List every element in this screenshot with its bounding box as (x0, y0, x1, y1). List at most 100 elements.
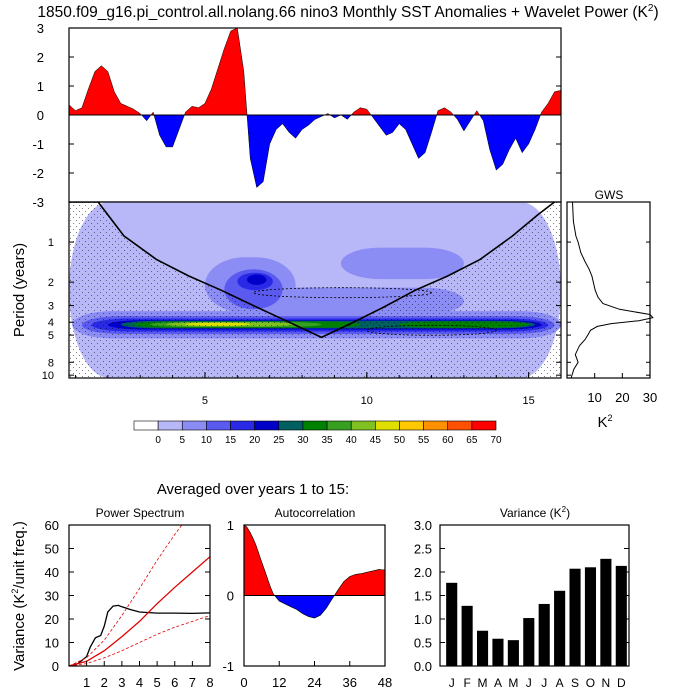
y-tick-label: 50 (45, 542, 59, 557)
colorbar-label: 45 (370, 435, 382, 446)
series-upper-bound (69, 525, 183, 666)
colorbar-swatch (423, 420, 449, 431)
variance-bar-N (600, 558, 612, 666)
colorbar-swatch (206, 420, 231, 431)
cone-of-influence-hatching (69, 202, 561, 378)
month-label: J (541, 676, 547, 690)
autocorrelation-panel: Autocorrelation 1 0 -1 0 12 24 36 48 (222, 506, 392, 690)
y-tick-label: 5 (48, 330, 54, 342)
y-tick-label: 0 (52, 659, 59, 674)
colorbar-swatch (181, 420, 207, 431)
colorbar-swatch (350, 420, 376, 431)
y-tick-label: 20 (45, 612, 59, 627)
y-tick-label: 2.0 (414, 565, 432, 580)
y-tick-label: 8 (48, 357, 54, 369)
variance-bar-O (584, 567, 597, 666)
y-tick-label: 2 (37, 50, 44, 65)
power-spectrum-title: Power Spectrum (96, 506, 185, 520)
month-label: M (508, 676, 518, 690)
variance-bar-J (446, 582, 458, 666)
timeseries-panel: 3 2 1 0 -1 -2 -3 (32, 21, 562, 210)
negative-correlation-area (244, 595, 385, 619)
colorbar-label: 0 (155, 435, 161, 446)
colorbar-swatch (447, 420, 473, 431)
y-tick-label: 0 (37, 108, 44, 123)
negative-anomaly-area (69, 115, 561, 188)
month-label: J (526, 676, 532, 690)
wavelet-contours (69, 202, 561, 378)
gws-title: GWS (595, 188, 624, 202)
variance-bar-S (569, 568, 581, 666)
variance-panel: Variance (K2) J F M A M J J A S O N D0.00.51.01.52.… (414, 505, 630, 690)
colorbar-label: 60 (442, 435, 454, 446)
y-tick-label: 1 (227, 518, 234, 533)
colorbar-swatch (375, 420, 400, 431)
variance-bar-M (507, 640, 519, 666)
month-label: O (586, 676, 595, 690)
y-tick-label: -3 (32, 195, 44, 210)
x-tick-label: 48 (378, 675, 392, 690)
variance-bars (446, 558, 627, 666)
contour-level-10 (340, 247, 464, 280)
positive-anomaly-area (69, 28, 561, 115)
x-tick-label: 20 (615, 390, 629, 405)
y-tick-label: -1 (222, 659, 234, 674)
variance-bar-F (461, 605, 473, 666)
colorbar-label: 50 (394, 435, 406, 446)
wavelet-frame (68, 201, 562, 379)
y-tick-label: 3 (48, 301, 54, 313)
contour-level-25 (247, 274, 267, 285)
x-tick-label: 4 (136, 675, 143, 690)
colorbar-swatch (399, 420, 424, 431)
anomaly-line (69, 28, 561, 188)
timeseries-fill (69, 28, 561, 188)
x-tick-label: 15 (523, 395, 535, 407)
y-tick-label: 4 (48, 317, 54, 329)
month-label: J (449, 676, 455, 690)
x-tick-label: 5 (154, 675, 161, 690)
y-tick-label: 2.5 (414, 542, 432, 557)
month-label: M (478, 676, 488, 690)
colorbar-swatch (157, 420, 183, 431)
power-spectrum-axes: 0 10 20 30 40 50 60 1 2 3 4 5 6 7 8 (45, 518, 214, 690)
colorbar-label: 40 (346, 435, 358, 446)
colorbar-label: 70 (490, 435, 502, 446)
y-tick-label: 1.0 (414, 612, 432, 627)
month-label: A (494, 676, 502, 690)
y-tick-label: 40 (45, 565, 59, 580)
x-tick-label: 24 (307, 675, 321, 690)
gws-panel: GWS 10 20 30 K2 (566, 188, 657, 431)
series-spectrum (69, 604, 210, 666)
gws-spectrum-line (570, 201, 654, 379)
y-tick-label: 30 (45, 589, 59, 604)
positive-correlation-area (244, 525, 385, 596)
y-tick-label: 10 (45, 636, 59, 651)
autocorrelation-line (244, 525, 385, 619)
autocorrelation-axes: 1 0 -1 0 12 24 36 48 (222, 518, 392, 690)
y-tick-label: 1 (37, 79, 44, 94)
variance-title: Variance (K2) (500, 505, 570, 520)
x-tick-label: 10 (587, 390, 601, 405)
section-title: Averaged over years 1 to 15: (157, 481, 349, 498)
x-tick-label: 8 (206, 675, 213, 690)
cone-of-influence-line (69, 202, 555, 339)
colorbar: 0 5 10 15 20 25 30 35 40 45 50 55 60 65 70 (133, 420, 502, 446)
y-tick-label: 60 (45, 518, 59, 533)
colorbar-swatch (326, 420, 352, 431)
x-tick-label: 7 (189, 675, 196, 690)
series-lower-bound (69, 615, 210, 666)
colorbar-swatch (133, 420, 159, 431)
variance-bar-D (615, 565, 627, 666)
x-tick-label: 36 (343, 675, 357, 690)
wavelet-ylabel: Period (years) (11, 243, 28, 337)
x-tick-label: 1 (83, 675, 90, 690)
x-tick-label: 6 (171, 675, 178, 690)
colorbar-label: 55 (418, 435, 430, 446)
colorbar-swatch (471, 420, 497, 431)
colorbar-label: 10 (201, 435, 213, 446)
colorbar-label: 65 (466, 435, 478, 446)
gws-frame (566, 201, 651, 379)
x-tick-label: 2 (101, 675, 108, 690)
